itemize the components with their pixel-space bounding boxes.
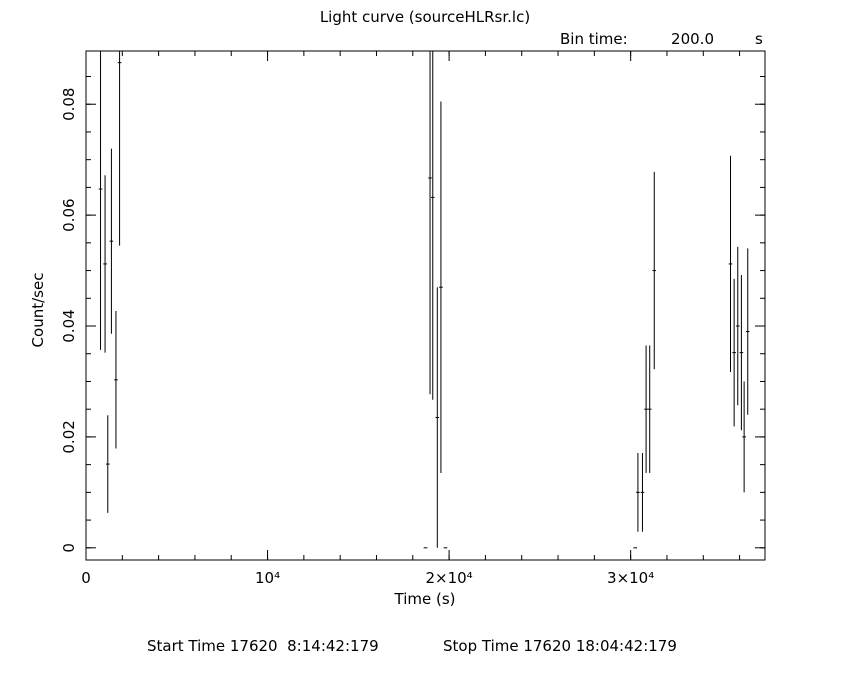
start-time: Start Time 17620 8:14:42:179 (147, 637, 379, 655)
plot-frame (85, 50, 766, 561)
x-tick-label: 0 (81, 569, 91, 587)
bin-time-unit: s (755, 30, 763, 48)
x-axis-label: Time (s) (394, 590, 456, 608)
x-tick-label: 3×10⁴ (607, 569, 654, 587)
y-tick-label: 0.02 (60, 420, 78, 453)
x-tick-label: 10⁴ (255, 569, 280, 587)
stop-time: Stop Time 17620 18:04:42:179 (443, 637, 677, 655)
y-axis-label: Count/sec (29, 273, 47, 348)
y-tick-label: 0 (60, 543, 78, 553)
x-tick-label: 2×10⁴ (425, 569, 472, 587)
chart-title: Light curve (sourceHLRsr.lc) (320, 8, 530, 26)
bin-time-label: Bin time: (560, 30, 628, 48)
bin-time-value: 200.0 (671, 30, 714, 48)
y-tick-label: 0.06 (60, 198, 78, 231)
y-tick-label: 0.08 (60, 88, 78, 121)
y-tick-label: 0.04 (60, 309, 78, 342)
plot-area (98, 51, 750, 549)
